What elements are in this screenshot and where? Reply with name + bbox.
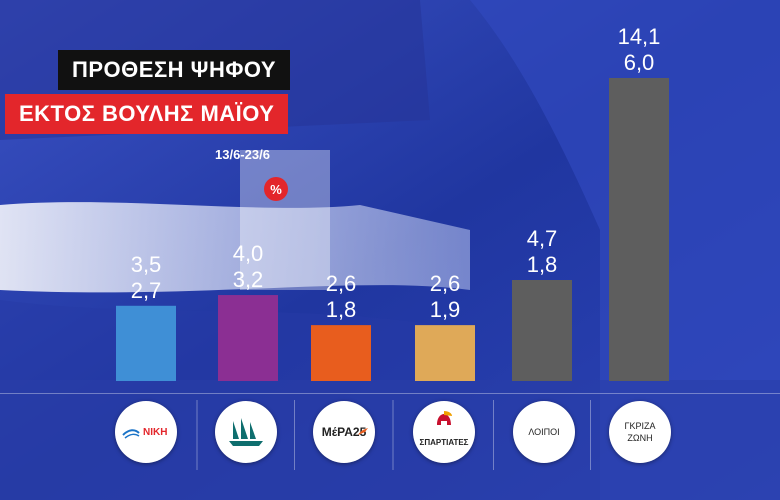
spartiates-logo-circle: ΣΠΑΡΤΙΑΤΕΣ (413, 401, 475, 463)
bar-5 (609, 78, 669, 381)
bar-0 (116, 305, 176, 381)
niki-logo-circle: ΝΙΚΗ (115, 401, 177, 463)
date-range: 13/6-23/6 (215, 147, 270, 162)
loipoi-circle: ΛΟΙΠΟΙ (513, 401, 575, 463)
mera25-logo-text: ΜέΡΑ25 (321, 425, 367, 439)
ship-logo-icon (229, 418, 263, 446)
value-label-bottom-4: 1,8 (527, 252, 558, 277)
value-label-bottom-1: 3,2 (233, 267, 264, 292)
gkriza-zoni-line2: ΖΩΝΗ (627, 433, 653, 443)
gkriza-zoni-label: ΓΚΡΙΖΑ ΖΩΝΗ (625, 420, 656, 444)
bar-1 (218, 295, 278, 381)
bar-4 (512, 280, 572, 381)
plefsi-logo-circle (215, 401, 277, 463)
gkriza-zoni-line1: ΓΚΡΙΖΑ (624, 421, 656, 431)
mera25-arrow-icon (358, 428, 368, 435)
value-label-top-1: 4,0 (233, 241, 264, 266)
value-label-top-2: 2,6 (326, 271, 357, 296)
chart-subtitle: ΕΚΤΟΣ ΒΟΥΛΗΣ ΜΑΪΟΥ (5, 94, 289, 134)
loipoi-label: ΛΟΙΠΟΙ (528, 427, 560, 437)
niki-logo-icon (122, 429, 140, 439)
spartan-helmet-icon (437, 411, 452, 425)
spartiates-logo-text: ΣΠΑΡΤΙΑΤΕΣ (419, 438, 469, 447)
value-label-top-5: 14,1 (618, 24, 661, 49)
percent-badge: % (264, 177, 288, 201)
value-label-top-0: 3,5 (131, 252, 162, 277)
niki-logo-text: ΝΙΚΗ (143, 427, 168, 438)
value-label-bottom-0: 2,7 (131, 278, 162, 303)
value-label-top-3: 2,6 (430, 271, 461, 296)
mera25-logo-circle: ΜέΡΑ25 (313, 401, 375, 463)
value-label-bottom-3: 1,9 (430, 297, 461, 322)
value-label-top-4: 4,7 (527, 226, 558, 251)
bar-3 (415, 325, 475, 381)
value-label-bottom-5: 6,0 (624, 50, 655, 75)
gkriza-zoni-circle: ΓΚΡΙΖΑ ΖΩΝΗ (609, 401, 671, 463)
chart-title: ΠΡΟΘΕΣΗ ΨΗΦΟΥ (58, 50, 291, 90)
value-label-bottom-2: 1,8 (326, 297, 357, 322)
bar-2 (311, 325, 371, 381)
footer-divider (0, 393, 780, 394)
